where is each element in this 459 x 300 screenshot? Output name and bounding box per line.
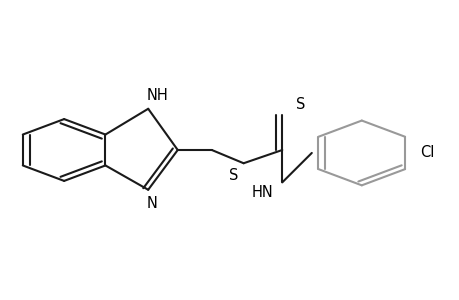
Text: S: S [229,167,238,182]
Text: HN: HN [251,185,273,200]
Text: S: S [295,97,304,112]
Text: N: N [146,196,157,211]
Text: Cl: Cl [420,146,434,160]
Text: NH: NH [146,88,168,103]
